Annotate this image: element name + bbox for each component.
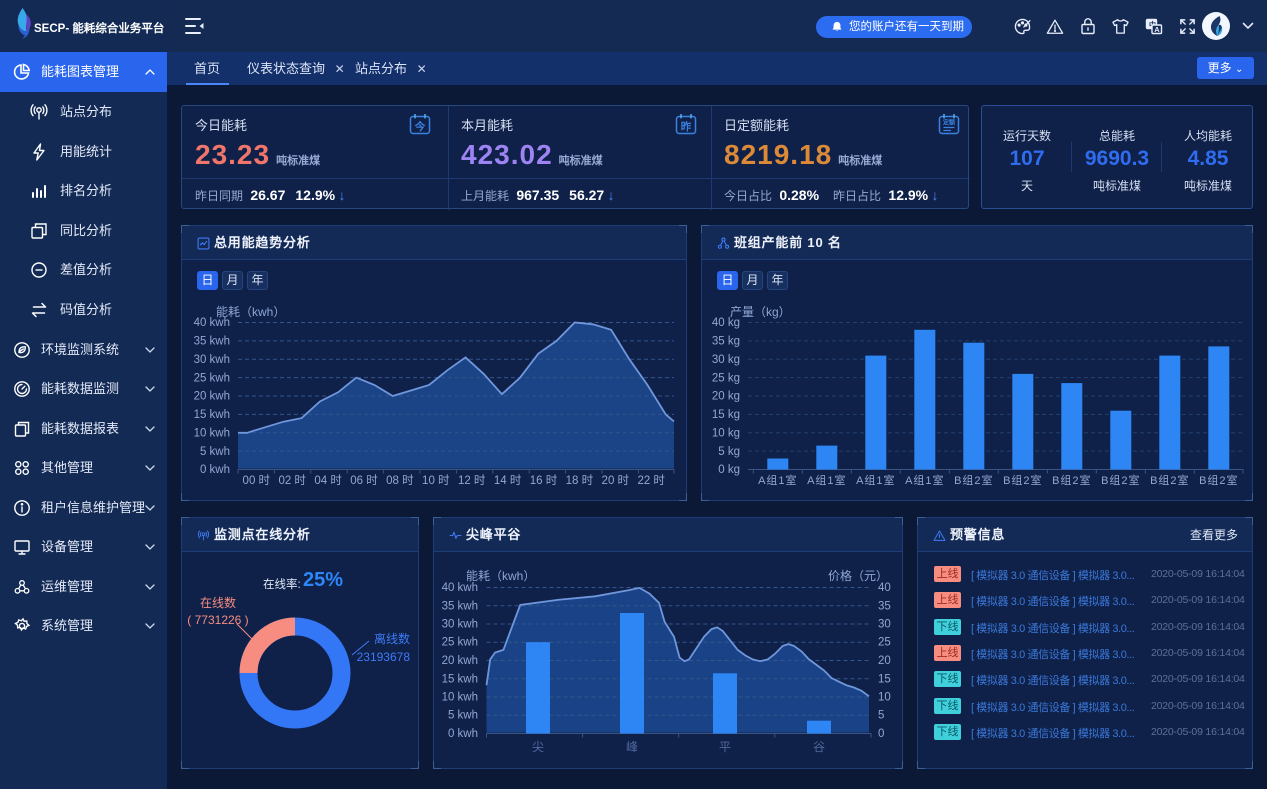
svg-text:08 时: 08 时 (386, 474, 414, 487)
svg-text:5 kwh: 5 kwh (200, 446, 230, 458)
svg-text:B组2室: B组2室 (1199, 473, 1238, 487)
svg-text:14 时: 14 时 (494, 474, 522, 487)
svg-text:06 时: 06 时 (350, 474, 378, 487)
svg-text:12 时: 12 时 (458, 474, 486, 487)
svg-text:16 时: 16 时 (530, 474, 558, 487)
svg-text:35 kwh: 35 kwh (194, 336, 230, 348)
svg-text:35 kwh: 35 kwh (442, 600, 478, 612)
svg-text:B组2室: B组2室 (954, 473, 993, 487)
svg-text:20 时: 20 时 (602, 474, 630, 487)
svg-text:40 kwh: 40 kwh (442, 582, 478, 594)
svg-text:5 kg: 5 kg (718, 446, 740, 458)
svg-text:今: 今 (414, 120, 426, 133)
svg-text:A组1室: A组1室 (856, 473, 895, 487)
svg-text:0 kg: 0 kg (718, 464, 740, 476)
svg-text:30 kwh: 30 kwh (194, 354, 230, 366)
svg-text:5 kwh: 5 kwh (448, 710, 478, 722)
svg-text:35: 35 (878, 600, 891, 612)
svg-text:5: 5 (878, 710, 884, 722)
svg-text:00 时: 00 时 (243, 474, 271, 487)
svg-text:40: 40 (878, 582, 891, 594)
svg-text:15: 15 (878, 673, 891, 685)
svg-text:A组1室: A组1室 (758, 473, 797, 487)
svg-text:B组2室: B组2室 (1052, 473, 1091, 487)
svg-text:25 kwh: 25 kwh (442, 637, 478, 649)
svg-text:A: A (1154, 25, 1160, 34)
svg-text:昨: 昨 (681, 120, 692, 133)
svg-text:0 kwh: 0 kwh (448, 728, 478, 740)
svg-text:谷: 谷 (813, 740, 825, 754)
svg-text:15 kwh: 15 kwh (442, 673, 478, 685)
svg-text:20 kg: 20 kg (712, 391, 740, 403)
svg-text:0: 0 (878, 728, 884, 740)
svg-text:10: 10 (878, 692, 891, 704)
svg-text:20 kwh: 20 kwh (442, 655, 478, 667)
svg-text:10 kg: 10 kg (712, 428, 740, 440)
svg-text:B组2室: B组2室 (1150, 473, 1189, 487)
svg-text:A组1室: A组1室 (905, 473, 944, 487)
svg-text:15 kwh: 15 kwh (194, 409, 230, 421)
svg-text:40 kwh: 40 kwh (194, 317, 230, 329)
svg-text:30 kg: 30 kg (712, 354, 740, 366)
svg-text:40 kg: 40 kg (712, 317, 740, 329)
svg-text:30 kwh: 30 kwh (442, 619, 478, 631)
svg-text:25: 25 (878, 637, 891, 649)
svg-text:定额: 定额 (942, 119, 955, 127)
svg-text:04 时: 04 时 (314, 474, 342, 487)
svg-text:18 时: 18 时 (566, 474, 594, 487)
svg-text:02 时: 02 时 (278, 474, 306, 487)
svg-text:20: 20 (878, 655, 891, 667)
svg-text:10 kwh: 10 kwh (194, 428, 230, 440)
svg-text:20 kwh: 20 kwh (194, 391, 230, 403)
svg-text:平: 平 (719, 740, 731, 754)
svg-text:25 kg: 25 kg (712, 372, 740, 384)
svg-text:A组1室: A组1室 (807, 473, 846, 487)
svg-text:10 时: 10 时 (422, 474, 450, 487)
svg-text:35 kg: 35 kg (712, 336, 740, 348)
svg-text:0 kwh: 0 kwh (200, 464, 230, 476)
svg-text:10 kwh: 10 kwh (442, 692, 478, 704)
svg-text:B组2室: B组2室 (1101, 473, 1140, 487)
svg-text:峰: 峰 (626, 740, 638, 754)
svg-text:30: 30 (878, 619, 891, 631)
svg-text:15 kg: 15 kg (712, 409, 740, 421)
svg-text:22 时: 22 时 (637, 474, 665, 487)
svg-text:B组2室: B组2室 (1003, 473, 1042, 487)
svg-text:25 kwh: 25 kwh (194, 372, 230, 384)
svg-text:尖: 尖 (532, 740, 544, 754)
